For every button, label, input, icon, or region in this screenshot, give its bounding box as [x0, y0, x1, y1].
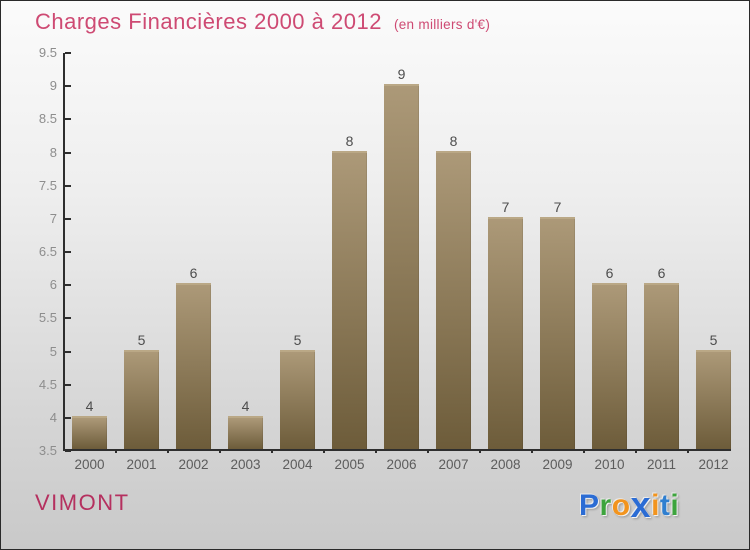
- y-axis-tick-mark: [65, 450, 71, 452]
- y-axis-tick-mark: [65, 317, 71, 320]
- y-axis-tick-mark: [65, 85, 71, 88]
- x-axis-tick-mark: [322, 449, 325, 453]
- chart-header: Charges Financières 2000 à 2012 (en mill…: [35, 9, 490, 35]
- bar-value-label: 8: [449, 132, 458, 149]
- x-axis-tick-mark: [114, 449, 117, 453]
- y-axis-tick-label: 7: [49, 210, 57, 226]
- y-axis-tick-mark: [65, 217, 71, 220]
- bar: [124, 349, 159, 449]
- x-axis-category-label: 2011: [646, 457, 677, 472]
- bar: [332, 150, 367, 449]
- x-axis-category-label: 2007: [438, 457, 469, 472]
- bar: [540, 216, 575, 449]
- logo-letter: P: [579, 489, 600, 522]
- x-axis-tick-mark: [270, 449, 273, 453]
- x-axis-tick-mark: [686, 449, 689, 453]
- bar: [176, 283, 211, 449]
- bar-value-label: 9: [397, 66, 406, 83]
- x-axis-tick-mark: [582, 449, 585, 453]
- x-axis-tick-mark: [218, 449, 221, 453]
- x-axis-tick-mark: [374, 449, 377, 453]
- y-axis-tick-mark: [65, 284, 71, 287]
- y-axis-tick-mark: [65, 251, 71, 253]
- x-axis-category-label: 2001: [126, 457, 157, 472]
- x-axis-category-label: 2009: [542, 457, 573, 472]
- bar-value-label: 7: [553, 198, 562, 215]
- y-axis-tick-label: 5.5: [38, 310, 57, 326]
- y-axis-tick-mark: [65, 184, 71, 187]
- y-axis-tick-label: 6.5: [38, 244, 57, 259]
- chart-subtitle: (en milliers d'€): [393, 17, 491, 32]
- y-axis-tick-label: 8.5: [38, 111, 57, 127]
- bar-value-label: 5: [137, 331, 146, 348]
- x-axis-tick-mark: [478, 449, 481, 453]
- y-axis-tick-label: 9: [49, 78, 57, 94]
- x-axis-category-label: 2006: [386, 457, 417, 472]
- x-axis-category-label: 2004: [282, 457, 313, 472]
- bar-value-label: 6: [189, 265, 198, 282]
- y-axis-tick-label: 3.5: [38, 443, 57, 458]
- y-axis-tick-label: 4.5: [38, 376, 57, 392]
- y-axis-tick-label: 9.5: [38, 45, 57, 60]
- bar: [280, 349, 315, 449]
- x-axis-category-label: 2012: [698, 457, 729, 472]
- bar: [436, 150, 471, 449]
- x-axis-category-label: 2008: [490, 457, 521, 472]
- bar: [696, 349, 731, 449]
- y-axis-tick-mark: [65, 151, 71, 154]
- x-axis-tick-mark: [426, 449, 429, 453]
- y-axis-tick-mark: [65, 52, 71, 54]
- y-axis-tick-mark: [65, 416, 71, 419]
- y-axis-tick-label: 5: [49, 343, 57, 359]
- y-axis-tick-label: 6: [49, 277, 57, 293]
- bar-value-label: 5: [293, 331, 302, 348]
- x-axis-tick-mark: [530, 449, 533, 453]
- bar-value-label: 4: [241, 397, 250, 414]
- bar-value-label: 5: [709, 331, 718, 348]
- bar: [592, 283, 627, 449]
- plot-area: 9.5 9 8.5 8 7.5 7 6.5 6 5.5 5 4.5 4 3.5 4 2000 5 2001 6 20…: [39, 45, 731, 472]
- bar: [644, 283, 679, 449]
- bar-value-label: 8: [345, 132, 354, 149]
- company-name: VIMONT: [35, 490, 130, 515]
- x-axis-category-label: 2010: [594, 457, 625, 472]
- chart-title: Charges Financières 2000 à 2012: [35, 9, 382, 34]
- bar-value-label: 6: [605, 265, 614, 282]
- x-axis-category-label: 2005: [334, 457, 365, 472]
- logo-letter: x: [630, 484, 652, 525]
- proxiti-logo: Proxiti: [579, 484, 679, 526]
- bar: [72, 415, 107, 449]
- y-axis-tick-label: 4: [49, 409, 57, 425]
- y-axis-tick-label: 8: [49, 144, 57, 160]
- logo-letter: i: [651, 489, 660, 522]
- x-axis-tick-mark: [634, 449, 637, 453]
- y-axis-tick-label: 7.5: [38, 177, 57, 193]
- bar-value-label: 6: [657, 265, 666, 282]
- y-axis-tick-mark: [65, 383, 71, 386]
- x-axis-tick-mark: [166, 449, 169, 453]
- logo-letter: t: [659, 489, 671, 522]
- x-axis-category-label: 2002: [178, 457, 209, 472]
- x-axis-category-label: 2003: [230, 457, 261, 472]
- bar-value-label: 4: [85, 397, 94, 414]
- bar: [384, 84, 419, 449]
- bar-value-label: 7: [501, 198, 510, 215]
- x-axis-category-label: 2000: [74, 457, 105, 472]
- logo-letter: i: [670, 489, 680, 522]
- y-axis-tick-mark: [65, 118, 71, 121]
- bar: [488, 216, 523, 449]
- y-axis-tick-mark: [65, 350, 71, 353]
- bar: [228, 415, 263, 449]
- logo-letter: o: [611, 489, 631, 522]
- logo-letter: r: [599, 489, 612, 522]
